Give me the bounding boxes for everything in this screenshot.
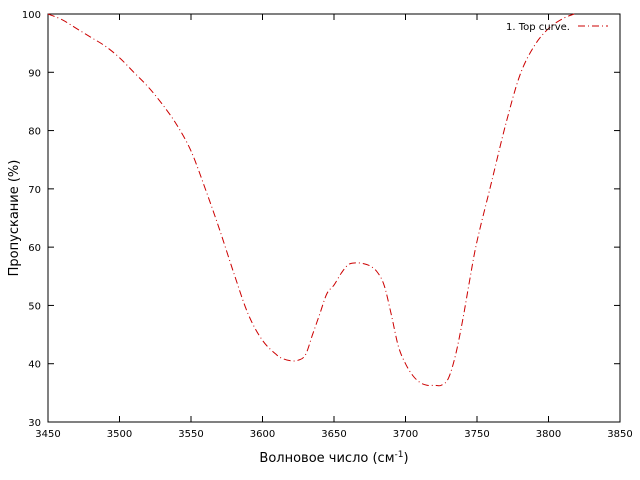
- x-axis-title-close: ): [403, 451, 408, 466]
- x-tick-label: 3500: [107, 429, 132, 440]
- x-axis-title: Волновое число (см-1): [259, 450, 408, 466]
- legend-entry-label: 1. Top curve.: [506, 22, 570, 33]
- x-tick-label: 3800: [536, 429, 561, 440]
- plot-frame: [47, 13, 621, 423]
- x-tick-label: 3700: [393, 429, 418, 440]
- x-tick-label: 3450: [35, 429, 60, 440]
- y-axis-title: Пропускание (%): [7, 160, 22, 277]
- x-axis-title-superscript: -1: [395, 450, 404, 460]
- x-tick-label: 3650: [321, 429, 346, 440]
- y-tick-label: 60: [28, 243, 41, 254]
- y-tick-label: 50: [28, 301, 41, 312]
- x-tick-label: 3750: [464, 429, 489, 440]
- x-axis-title-main: Волновое число (см: [259, 451, 394, 466]
- series-line-0: [47, 13, 575, 387]
- x-tick-label: 3850: [607, 429, 632, 440]
- series-layer: [47, 13, 575, 387]
- y-tick-label: 90: [28, 68, 41, 79]
- y-tick-label: 70: [28, 185, 41, 196]
- x-tick-label: 3550: [178, 429, 203, 440]
- x-tick-label: 3600: [250, 429, 275, 440]
- y-tick-label: 30: [28, 418, 41, 429]
- legend: 1. Top curve.: [506, 22, 608, 33]
- axis-ticks: 3450 3500 3550 3600 3650 3700 3750 3800 3850 30 40…: [22, 10, 633, 440]
- y-tick-label: 80: [28, 127, 41, 138]
- y-tick-label: 40: [28, 360, 41, 371]
- y-tick-label: 100: [22, 10, 41, 21]
